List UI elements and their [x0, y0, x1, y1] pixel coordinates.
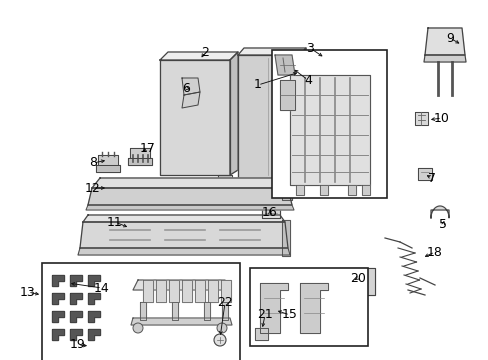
Text: 6: 6: [182, 81, 189, 94]
Polygon shape: [52, 311, 64, 322]
Polygon shape: [280, 80, 294, 110]
Polygon shape: [88, 311, 100, 322]
Polygon shape: [221, 280, 230, 302]
Polygon shape: [339, 268, 374, 295]
Polygon shape: [289, 75, 369, 185]
Polygon shape: [282, 185, 291, 200]
Polygon shape: [131, 318, 231, 325]
Text: 20: 20: [349, 271, 365, 284]
Text: 2: 2: [201, 45, 208, 58]
Polygon shape: [128, 158, 152, 165]
Text: 22: 22: [217, 297, 232, 310]
Polygon shape: [88, 188, 291, 205]
Polygon shape: [156, 280, 165, 302]
Polygon shape: [274, 55, 294, 75]
Text: 5: 5: [438, 219, 446, 231]
Text: 19: 19: [70, 338, 86, 351]
Polygon shape: [96, 165, 120, 172]
Polygon shape: [142, 280, 153, 302]
Text: 14: 14: [94, 282, 110, 294]
Text: 10: 10: [433, 112, 449, 125]
Polygon shape: [295, 185, 304, 195]
Polygon shape: [70, 329, 82, 340]
Bar: [42, 263, 240, 360]
Polygon shape: [70, 293, 82, 304]
Polygon shape: [319, 185, 327, 195]
Polygon shape: [282, 220, 289, 256]
Polygon shape: [262, 202, 280, 218]
Text: 9: 9: [445, 31, 453, 45]
Polygon shape: [182, 92, 200, 108]
Polygon shape: [130, 148, 150, 158]
Polygon shape: [83, 215, 285, 222]
Bar: [249, 268, 367, 346]
Polygon shape: [238, 48, 305, 55]
Polygon shape: [285, 178, 303, 188]
Polygon shape: [133, 280, 229, 290]
Polygon shape: [423, 55, 465, 62]
Polygon shape: [207, 280, 218, 302]
Text: 7: 7: [427, 171, 435, 184]
Text: 15: 15: [282, 309, 297, 321]
Text: 12: 12: [85, 181, 101, 194]
Circle shape: [217, 323, 226, 333]
Polygon shape: [417, 168, 431, 180]
Polygon shape: [88, 293, 100, 304]
Polygon shape: [84, 335, 92, 342]
Polygon shape: [229, 52, 238, 175]
Polygon shape: [52, 275, 64, 286]
Text: 13: 13: [20, 285, 36, 298]
Polygon shape: [98, 335, 106, 342]
Polygon shape: [86, 205, 293, 210]
Polygon shape: [182, 280, 192, 302]
Polygon shape: [140, 302, 146, 320]
Polygon shape: [254, 328, 267, 340]
Polygon shape: [78, 248, 289, 255]
Polygon shape: [52, 293, 64, 304]
Circle shape: [214, 334, 225, 346]
Text: 18: 18: [426, 246, 442, 258]
Polygon shape: [160, 52, 238, 60]
Text: 11: 11: [107, 216, 122, 229]
Text: 21: 21: [257, 309, 272, 321]
Polygon shape: [88, 329, 100, 340]
Polygon shape: [172, 302, 178, 320]
Polygon shape: [218, 175, 231, 185]
Bar: [271, 50, 386, 198]
Text: 1: 1: [254, 78, 262, 91]
Polygon shape: [299, 48, 305, 178]
Polygon shape: [414, 112, 427, 125]
Polygon shape: [182, 78, 200, 95]
Polygon shape: [299, 283, 327, 333]
Polygon shape: [80, 222, 287, 248]
Text: 3: 3: [305, 41, 313, 54]
Polygon shape: [88, 275, 100, 286]
Polygon shape: [195, 280, 204, 302]
Polygon shape: [70, 275, 82, 286]
Polygon shape: [92, 178, 287, 188]
Polygon shape: [222, 302, 227, 320]
Polygon shape: [260, 283, 287, 333]
Polygon shape: [238, 55, 299, 178]
Polygon shape: [70, 311, 82, 322]
Polygon shape: [169, 280, 179, 302]
Text: 16: 16: [262, 207, 277, 220]
Polygon shape: [160, 60, 229, 175]
Text: 8: 8: [89, 157, 97, 170]
Text: 17: 17: [140, 141, 156, 154]
Polygon shape: [52, 329, 64, 340]
Polygon shape: [430, 206, 448, 218]
Polygon shape: [347, 185, 355, 195]
Polygon shape: [82, 340, 108, 352]
Text: 4: 4: [304, 73, 311, 86]
Polygon shape: [203, 302, 209, 320]
Polygon shape: [98, 155, 118, 165]
Polygon shape: [361, 185, 369, 195]
Polygon shape: [424, 28, 464, 55]
Circle shape: [133, 323, 142, 333]
